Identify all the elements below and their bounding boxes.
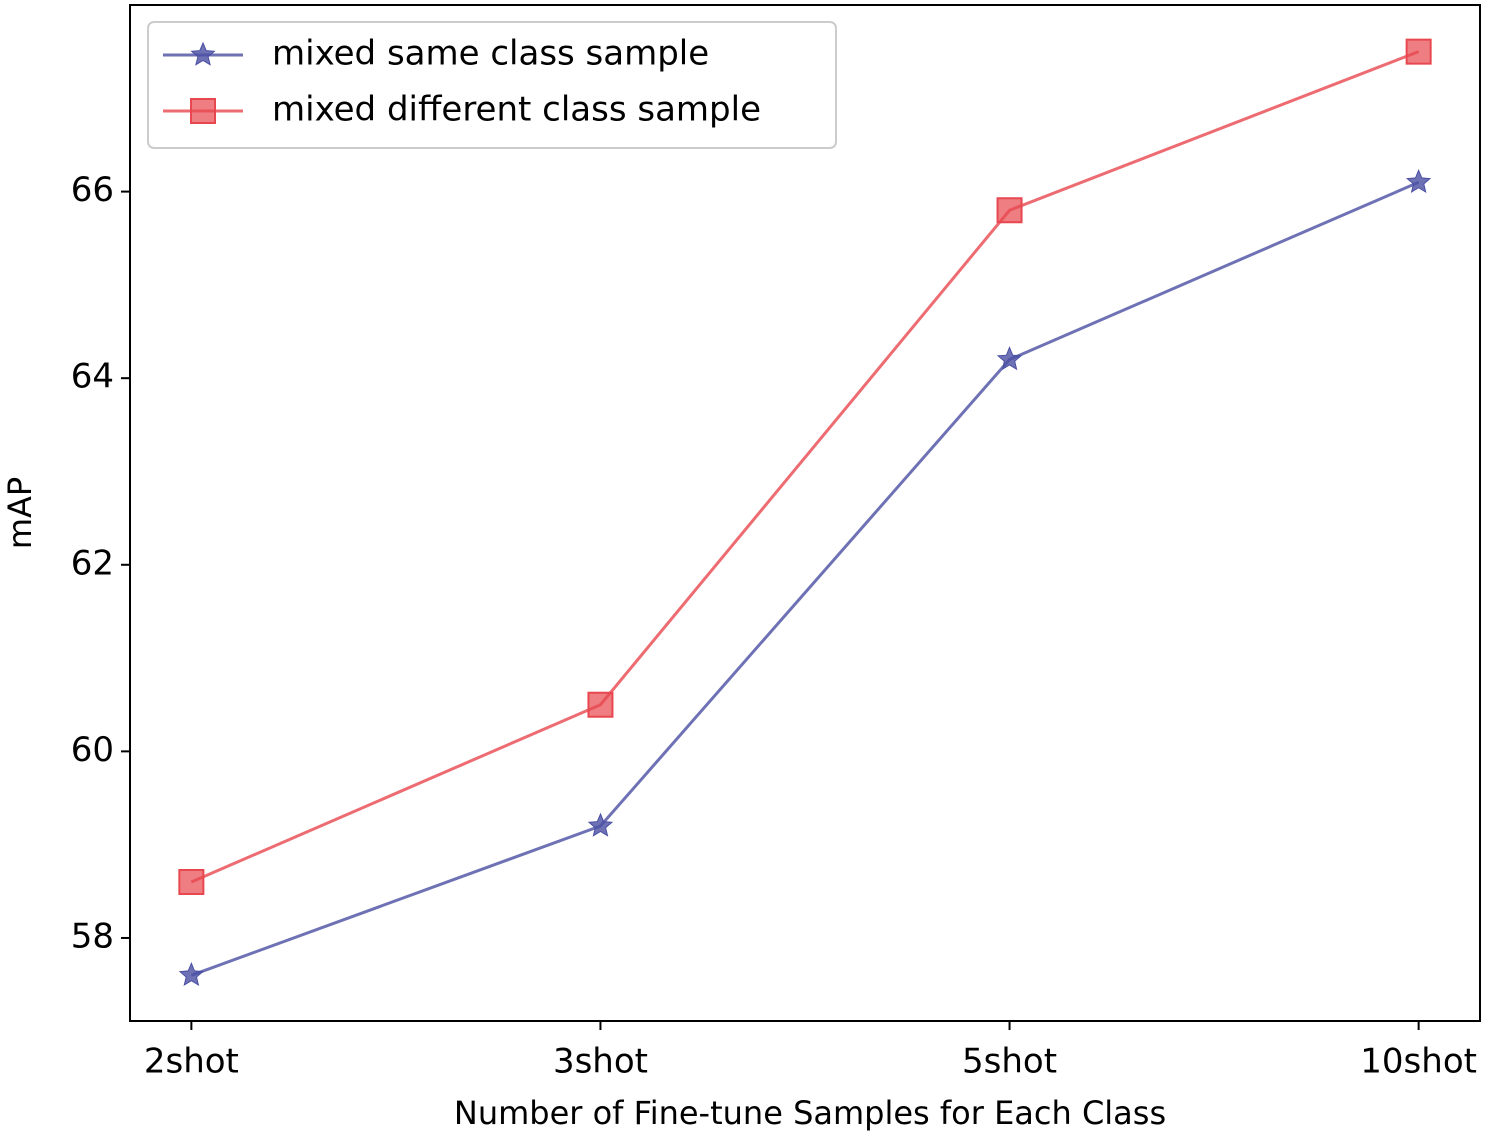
y-tick-label: 62 [71,543,114,583]
plot-frame [129,4,1481,1022]
x-tick-label: 3shot [553,1042,648,1082]
series-line [190,180,1420,977]
data-point [1405,38,1432,65]
x-tick-label: 10shot [1360,1042,1477,1082]
data-point [587,812,614,837]
data-point [996,346,1023,371]
legend-marker [190,98,216,124]
legend-label: mixed same class sample [272,34,709,74]
x-tick-label: 2shot [144,1042,239,1082]
y-tick-label: 66 [71,170,114,210]
legend-label: mixed different class sample [272,90,761,130]
data-point [178,961,205,987]
y-tick-label: 58 [71,916,114,956]
legend-box [147,21,837,149]
y-tick-label: 64 [71,357,114,397]
y-axis-label: mAP [1,477,39,549]
series-line [190,50,1420,884]
data-point [1405,168,1432,194]
x-axis-label: Number of Fine-tune Samples for Each Cla… [454,1094,1166,1132]
legend-marker [190,41,216,66]
data-point [996,197,1023,224]
x-tick-label: 5shot [962,1042,1057,1082]
data-point [178,868,205,895]
y-tick-label: 60 [71,730,114,770]
data-point [587,691,614,718]
